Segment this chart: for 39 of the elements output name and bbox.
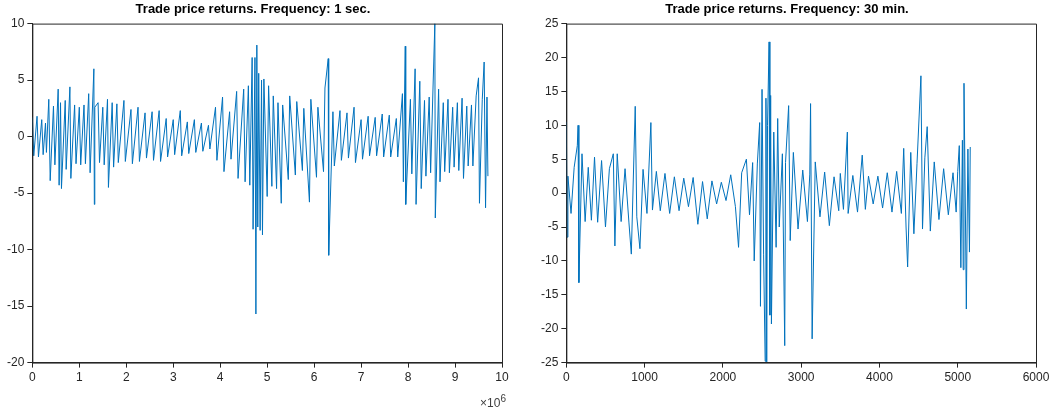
y-tick-label: 15 <box>544 83 559 98</box>
x-tick-label: 3 <box>169 370 177 385</box>
chart-title: Trade price returns. Frequency: 1 sec. <box>135 1 371 17</box>
y-tick-label: 5 <box>551 151 559 166</box>
y-tick-label: -5 <box>547 219 559 234</box>
y-tick-label: 25 <box>544 15 559 30</box>
y-tick-label: -20 <box>541 321 559 336</box>
x-tick-label: 1000 <box>631 370 659 385</box>
x-tick-label: 5000 <box>944 370 972 385</box>
y-tick-label: 20 <box>544 49 559 64</box>
y-tick-label: -20 <box>7 354 25 369</box>
x-tick-label: 5 <box>263 370 271 385</box>
x-tick-label: 4000 <box>866 370 894 385</box>
x-tick-label: 2 <box>122 370 130 385</box>
y-tick-label: 10 <box>544 117 559 132</box>
y-tick-label: -10 <box>541 253 559 268</box>
y-tick-label: 0 <box>17 128 25 143</box>
y-tick-label: -15 <box>541 287 559 302</box>
text: ×10$^{6}$ <box>480 393 506 410</box>
y-tick-label: 5 <box>17 72 25 87</box>
x-tick-label: 7 <box>357 370 365 385</box>
y-tick-label: -25 <box>541 354 559 369</box>
x-tick-label: 6 <box>310 370 318 385</box>
x-tick-label: 6000 <box>1022 370 1050 385</box>
x-tick-label: 4 <box>216 370 224 385</box>
x-tick-label: 2000 <box>709 370 737 385</box>
y-tick-label: 0 <box>551 185 559 200</box>
x-tick-label: 3000 <box>787 370 815 385</box>
x-tick-label: 8 <box>404 370 412 385</box>
x-tick-label: 1 <box>75 370 83 385</box>
x-tick-label: 9 <box>451 370 459 385</box>
chart-title: Trade price returns. Frequency: 30 min. <box>665 1 909 17</box>
x-tick-label: 10 <box>495 370 509 385</box>
x-tick-label: 0 <box>563 370 570 385</box>
y-tick-label: -15 <box>7 298 25 313</box>
x-tick-label: 0 <box>29 370 36 385</box>
y-tick-label: -10 <box>7 241 25 256</box>
y-tick-label: 10 <box>10 15 25 30</box>
y-tick-label: -5 <box>13 185 25 200</box>
